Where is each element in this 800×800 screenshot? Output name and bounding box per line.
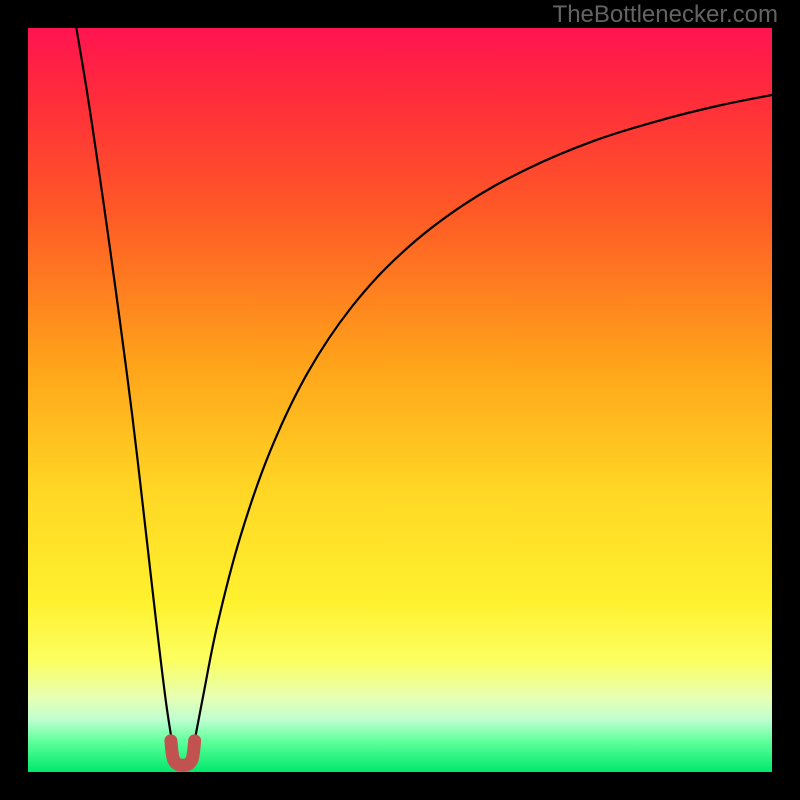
trough-marker (171, 741, 195, 766)
watermark-text: TheBottlenecker.com (553, 1, 778, 29)
plot-area (28, 28, 772, 772)
curve-svg (28, 28, 772, 772)
curve-right-branch (193, 95, 772, 748)
curve-left-branch (76, 28, 173, 748)
